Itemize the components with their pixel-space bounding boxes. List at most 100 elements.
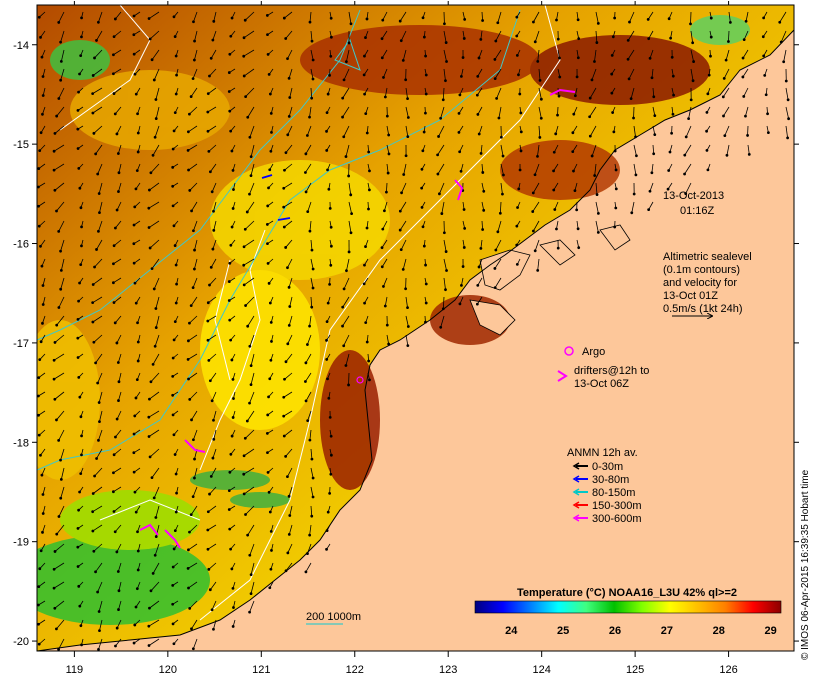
velocity-arrow-head xyxy=(689,98,693,102)
velocity-arrow-head xyxy=(153,135,157,139)
velocity-arrow xyxy=(154,543,160,556)
velocity-arrow-head xyxy=(187,548,190,552)
velocity-arrow-head xyxy=(436,172,440,176)
colorbar-tick-label: 25 xyxy=(557,625,569,637)
velocity-arrow-head xyxy=(41,303,45,306)
velocity-arrow-head xyxy=(709,35,713,39)
velocity-arrow-head xyxy=(329,35,333,39)
velocity-arrow xyxy=(155,106,160,119)
velocity-arrow-head xyxy=(173,453,177,456)
velocity-arrow xyxy=(494,49,502,60)
velocity-arrow xyxy=(113,258,122,265)
colorbar-title: Temperature (°C) NOAA16_L3U 42% ql>=2 xyxy=(517,587,737,599)
velocity-arrow-head xyxy=(115,626,119,630)
velocity-arrow-head xyxy=(149,589,153,593)
velocity-arrow-head xyxy=(424,73,428,77)
credit-text: © IMOS 06-Apr-2015 16:39:35 Hobart time xyxy=(800,469,811,660)
velocity-arrow xyxy=(190,505,198,515)
velocity-arrow-head xyxy=(310,457,314,461)
velocity-arrow-head xyxy=(246,324,250,328)
velocity-arrow-head xyxy=(243,18,247,22)
velocity-arrow xyxy=(495,239,502,251)
colorbar-tick-label: 27 xyxy=(661,625,673,637)
velocity-arrow xyxy=(211,600,217,610)
velocity-arrow-head xyxy=(136,568,140,572)
velocity-arrow xyxy=(441,201,445,214)
velocity-arrow-head xyxy=(249,174,253,178)
velocity-arrow xyxy=(399,220,407,231)
velocity-arrow-head xyxy=(92,340,96,344)
velocity-arrow-head xyxy=(762,16,766,20)
velocity-arrow-head xyxy=(53,606,57,610)
velocity-arrow-head xyxy=(248,553,252,557)
velocity-arrow xyxy=(285,30,293,39)
velocity-arrow-head xyxy=(191,647,195,651)
velocity-arrow xyxy=(113,296,122,303)
velocity-arrow xyxy=(690,30,694,43)
velocity-arrow-head xyxy=(365,17,369,21)
velocity-arrow xyxy=(594,49,597,62)
velocity-arrow xyxy=(283,201,293,208)
velocity-arrow xyxy=(477,277,483,286)
velocity-arrow xyxy=(192,638,198,649)
velocity-arrow-head xyxy=(148,397,151,401)
velocity-arrow-head xyxy=(136,131,140,135)
velocity-arrow-head xyxy=(308,324,311,328)
velocity-arrow-head xyxy=(210,608,214,612)
velocity-arrow-head xyxy=(244,304,247,307)
velocity-arrow-head xyxy=(286,475,289,479)
velocity-arrow xyxy=(98,11,103,23)
velocity-arrow-head xyxy=(709,16,713,20)
velocity-arrow xyxy=(189,600,198,609)
velocity-arrow xyxy=(287,125,293,135)
velocity-arrow-head xyxy=(193,267,196,271)
velocity-arrow xyxy=(113,49,122,56)
velocity-arrow xyxy=(58,296,65,308)
velocity-arrow-head xyxy=(174,510,178,514)
velocity-arrow xyxy=(211,182,217,192)
velocity-arrow xyxy=(439,182,445,194)
velocity-arrow-head xyxy=(242,454,246,458)
velocity-arrow-head xyxy=(77,508,80,512)
velocity-arrow-head xyxy=(327,187,331,191)
velocity-arrow xyxy=(98,429,103,441)
velocity-arrow xyxy=(649,49,654,59)
velocity-arrow-head xyxy=(442,231,446,235)
velocity-arrow xyxy=(250,163,255,176)
velocity-arrow-head xyxy=(671,74,675,78)
velocity-arrow-head xyxy=(59,458,62,462)
velocity-arrow-head xyxy=(173,111,177,115)
velocity-arrow-head xyxy=(147,644,151,647)
velocity-arrow-head xyxy=(136,549,140,553)
argo-symbol xyxy=(564,346,574,356)
velocity-arrow xyxy=(595,182,598,195)
velocity-arrow xyxy=(148,429,160,437)
velocity-arrow-head xyxy=(573,94,577,98)
velocity-arrow-head xyxy=(787,117,791,121)
velocity-arrow-head xyxy=(304,152,308,156)
velocity-arrow xyxy=(56,201,65,212)
velocity-arrow-head xyxy=(41,75,45,78)
velocity-arrow-head xyxy=(76,108,80,112)
velocity-arrow xyxy=(307,334,312,345)
velocity-arrow-head xyxy=(268,377,272,381)
velocity-arrow-head xyxy=(245,419,249,423)
velocity-arrow-head xyxy=(782,60,786,64)
velocity-arrow-head xyxy=(613,149,617,153)
velocity-arrow-head xyxy=(243,227,247,231)
velocity-arrow xyxy=(652,125,656,135)
velocity-arrow xyxy=(631,201,635,213)
velocity-arrow xyxy=(115,220,122,229)
velocity-arrow-head xyxy=(269,149,273,153)
velocity-arrow-head xyxy=(53,131,57,135)
velocity-arrow-head xyxy=(613,225,617,229)
velocity-arrow xyxy=(589,106,597,117)
velocity-arrow xyxy=(149,391,160,400)
velocity-arrow-head xyxy=(515,262,519,266)
velocity-arrow-head xyxy=(136,112,139,116)
velocity-arrow-head xyxy=(40,55,44,59)
velocity-arrow-head xyxy=(55,209,58,213)
velocity-arrow-head xyxy=(111,490,115,494)
velocity-arrow-head xyxy=(610,53,614,57)
velocity-arrow-head xyxy=(132,470,136,474)
